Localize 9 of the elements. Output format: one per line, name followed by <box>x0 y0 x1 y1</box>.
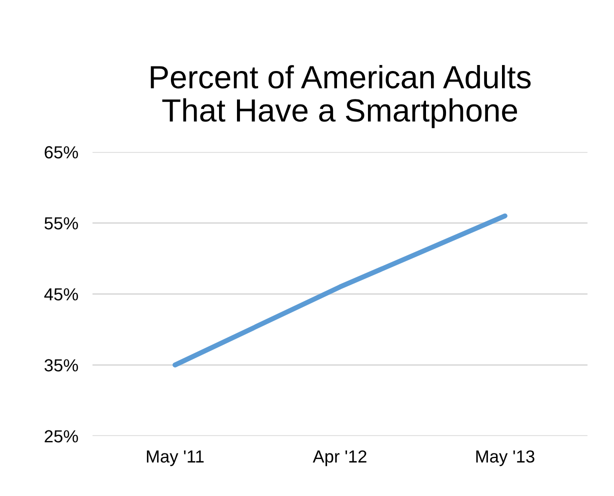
y-tick-label: 35% <box>44 359 78 372</box>
x-tick-label: May '13 <box>476 450 534 466</box>
y-tick-label: 25% <box>44 430 78 442</box>
y-tick-label: 65% <box>44 146 78 158</box>
y-tick-label: 45% <box>44 288 78 300</box>
x-tick-label: May '11 <box>146 450 204 466</box>
chart-title: Percent of American Adults That Have a Smartphone <box>150 65 531 128</box>
x-tick-label: Apr '12 <box>312 450 366 466</box>
y-tick-label: 55% <box>44 217 78 230</box>
